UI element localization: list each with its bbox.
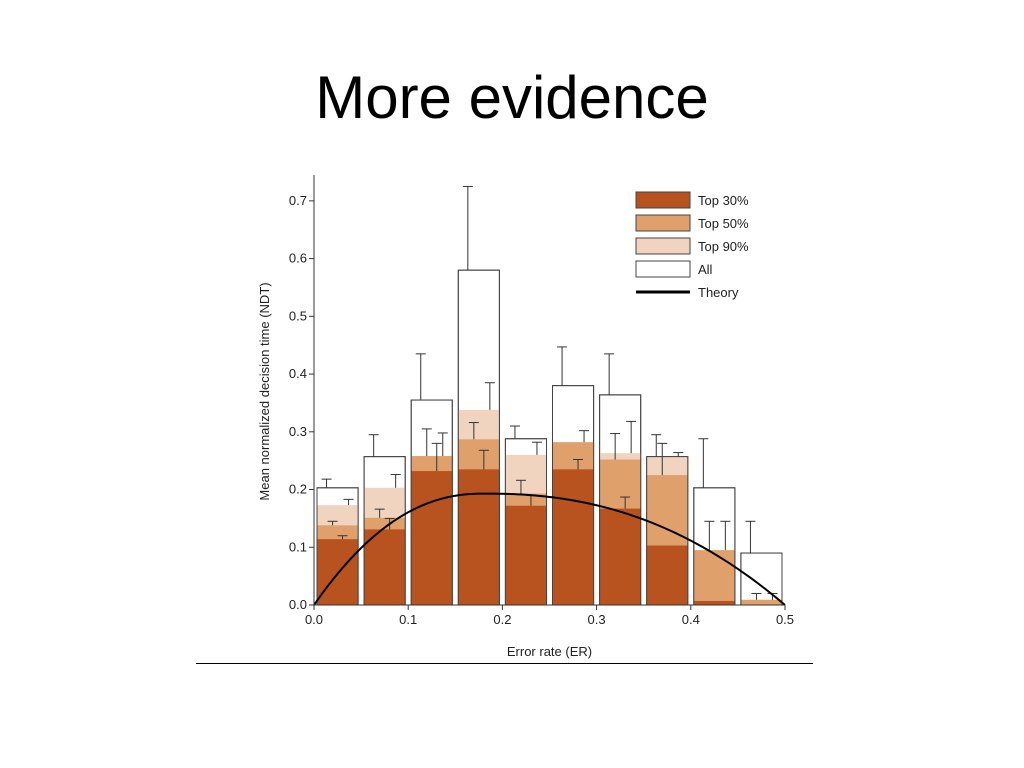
x-tick-label: 0.2 bbox=[493, 612, 511, 627]
bar-top-30--0 bbox=[317, 539, 359, 605]
errorbar-top-90--4 bbox=[531, 441, 542, 455]
errorbar-all-6 bbox=[604, 353, 615, 395]
legend-swatch bbox=[635, 214, 691, 232]
x-tick: 0.4 bbox=[682, 605, 700, 627]
errorbar-top-90--2 bbox=[437, 432, 448, 457]
legend-label: All bbox=[698, 262, 713, 277]
errorbar-all-8 bbox=[698, 438, 709, 488]
errorbar-top-90--6 bbox=[626, 420, 637, 454]
errorbar-top-50--8 bbox=[704, 520, 715, 551]
y-tick: 0.5 bbox=[289, 308, 314, 323]
x-tick: 0.3 bbox=[588, 605, 606, 627]
errorbar-top-30--0 bbox=[337, 535, 348, 540]
errorbar-top-30--2 bbox=[431, 442, 442, 472]
bar-top-30--8 bbox=[693, 600, 735, 605]
bars-layer bbox=[316, 269, 783, 606]
bar-top-50--9 bbox=[740, 599, 782, 605]
x-tick-label: 0.3 bbox=[588, 612, 606, 627]
x-axis-label: Error rate (ER) bbox=[507, 644, 592, 659]
legend-item-top-50-: Top 50% bbox=[635, 214, 749, 232]
y-tick: 0.3 bbox=[289, 424, 314, 439]
errorbar-top-30--5 bbox=[573, 459, 584, 470]
x-tick: 0.1 bbox=[399, 605, 417, 627]
errorbar-all-5 bbox=[557, 346, 568, 386]
y-tick-label: 0.4 bbox=[289, 366, 307, 381]
errorbar-top-90--1 bbox=[390, 474, 401, 488]
x-tick: 0.0 bbox=[305, 605, 323, 627]
errorbar-all-3 bbox=[462, 185, 473, 271]
errorbar-top-50--3 bbox=[468, 422, 479, 440]
legend-label: Theory bbox=[698, 285, 739, 300]
errorbar-top-30--3 bbox=[478, 449, 489, 470]
legend-item-top-30-: Top 30% bbox=[635, 191, 749, 209]
y-tick: 0.0 bbox=[289, 597, 314, 612]
bar-top-30--5 bbox=[552, 469, 594, 605]
legend-label: Top 30% bbox=[698, 193, 749, 208]
errorbars-layer bbox=[321, 185, 778, 600]
bar-top-30--4 bbox=[505, 505, 547, 605]
y-tick-label: 0.7 bbox=[289, 193, 307, 208]
y-tick-label: 0.3 bbox=[289, 424, 307, 439]
bar-top-30--6 bbox=[599, 508, 641, 605]
legend: Top 30% Top 50% Top 90% All Theory bbox=[635, 191, 749, 300]
x-tick-label: 0.0 bbox=[305, 612, 323, 627]
errorbar-all-4 bbox=[509, 425, 520, 439]
y-tick: 0.1 bbox=[289, 539, 314, 554]
y-tick-label: 0.1 bbox=[289, 539, 307, 554]
y-tick: 0.2 bbox=[289, 482, 314, 497]
errorbar-all-9 bbox=[745, 520, 756, 554]
errorbar-top-50--4 bbox=[515, 479, 526, 494]
y-tick: 0.6 bbox=[289, 251, 314, 266]
y-tick-label: 0.6 bbox=[289, 251, 307, 266]
legend-item-theory: Theory bbox=[636, 285, 739, 300]
bar-top-50--8 bbox=[693, 550, 735, 605]
errorbar-top-90--5 bbox=[579, 430, 590, 443]
errorbar-all-2 bbox=[415, 353, 426, 401]
errorbar-all-7 bbox=[651, 434, 662, 457]
errorbar-top-50--0 bbox=[327, 520, 338, 526]
errorbar-top-50--7 bbox=[657, 442, 668, 476]
errorbar-top-90--0 bbox=[343, 498, 354, 506]
theory-curve bbox=[313, 492, 786, 606]
legend-label: Top 50% bbox=[698, 216, 749, 231]
slide-title: More evidence bbox=[315, 64, 709, 131]
errorbar-top-50--6 bbox=[610, 433, 621, 460]
errorbar-top-50--9 bbox=[751, 592, 762, 600]
legend-item-top-90-: Top 90% bbox=[635, 237, 749, 255]
x-tick-label: 0.1 bbox=[399, 612, 417, 627]
legend-label: Top 90% bbox=[698, 239, 749, 254]
errorbar-top-90--3 bbox=[484, 382, 495, 410]
errorbar-top-50--1 bbox=[374, 508, 385, 518]
legend-swatch bbox=[635, 191, 691, 209]
y-tick-label: 0.5 bbox=[289, 308, 307, 323]
y-tick: 0.4 bbox=[289, 366, 314, 381]
x-tick: 0.5 bbox=[776, 605, 794, 627]
x-tick: 0.2 bbox=[493, 605, 511, 627]
errorbar-top-90--8 bbox=[720, 520, 731, 551]
bar-top-30--3 bbox=[458, 469, 500, 605]
bar-top-30--7 bbox=[646, 545, 688, 605]
x-ticks: 0.0 0.1 0.2 0.3 0.4 0.5 bbox=[305, 605, 794, 627]
legend-swatch bbox=[635, 237, 691, 255]
x-tick-label: 0.4 bbox=[682, 612, 700, 627]
legend-item-all: All bbox=[635, 260, 713, 278]
errorbar-top-30--6 bbox=[620, 496, 631, 509]
legend-swatch bbox=[635, 260, 691, 278]
errorbar-top-90--7 bbox=[673, 452, 684, 457]
y-tick: 0.7 bbox=[289, 193, 314, 208]
errorbar-all-0 bbox=[321, 478, 332, 488]
y-tick-label: 0.0 bbox=[289, 597, 307, 612]
bar-top-30--2 bbox=[411, 471, 453, 605]
x-tick-label: 0.5 bbox=[776, 612, 794, 627]
y-axis-label: Mean normalized decision time (NDT) bbox=[257, 282, 272, 500]
y-tick-label: 0.2 bbox=[289, 482, 307, 497]
errorbar-top-50--2 bbox=[421, 428, 432, 457]
bar-top-30--1 bbox=[364, 529, 406, 605]
y-ticks: 0.0 0.1 0.2 0.3 0.4 0.5 0.6 0.7 bbox=[289, 193, 314, 612]
errorbar-all-1 bbox=[368, 434, 379, 457]
